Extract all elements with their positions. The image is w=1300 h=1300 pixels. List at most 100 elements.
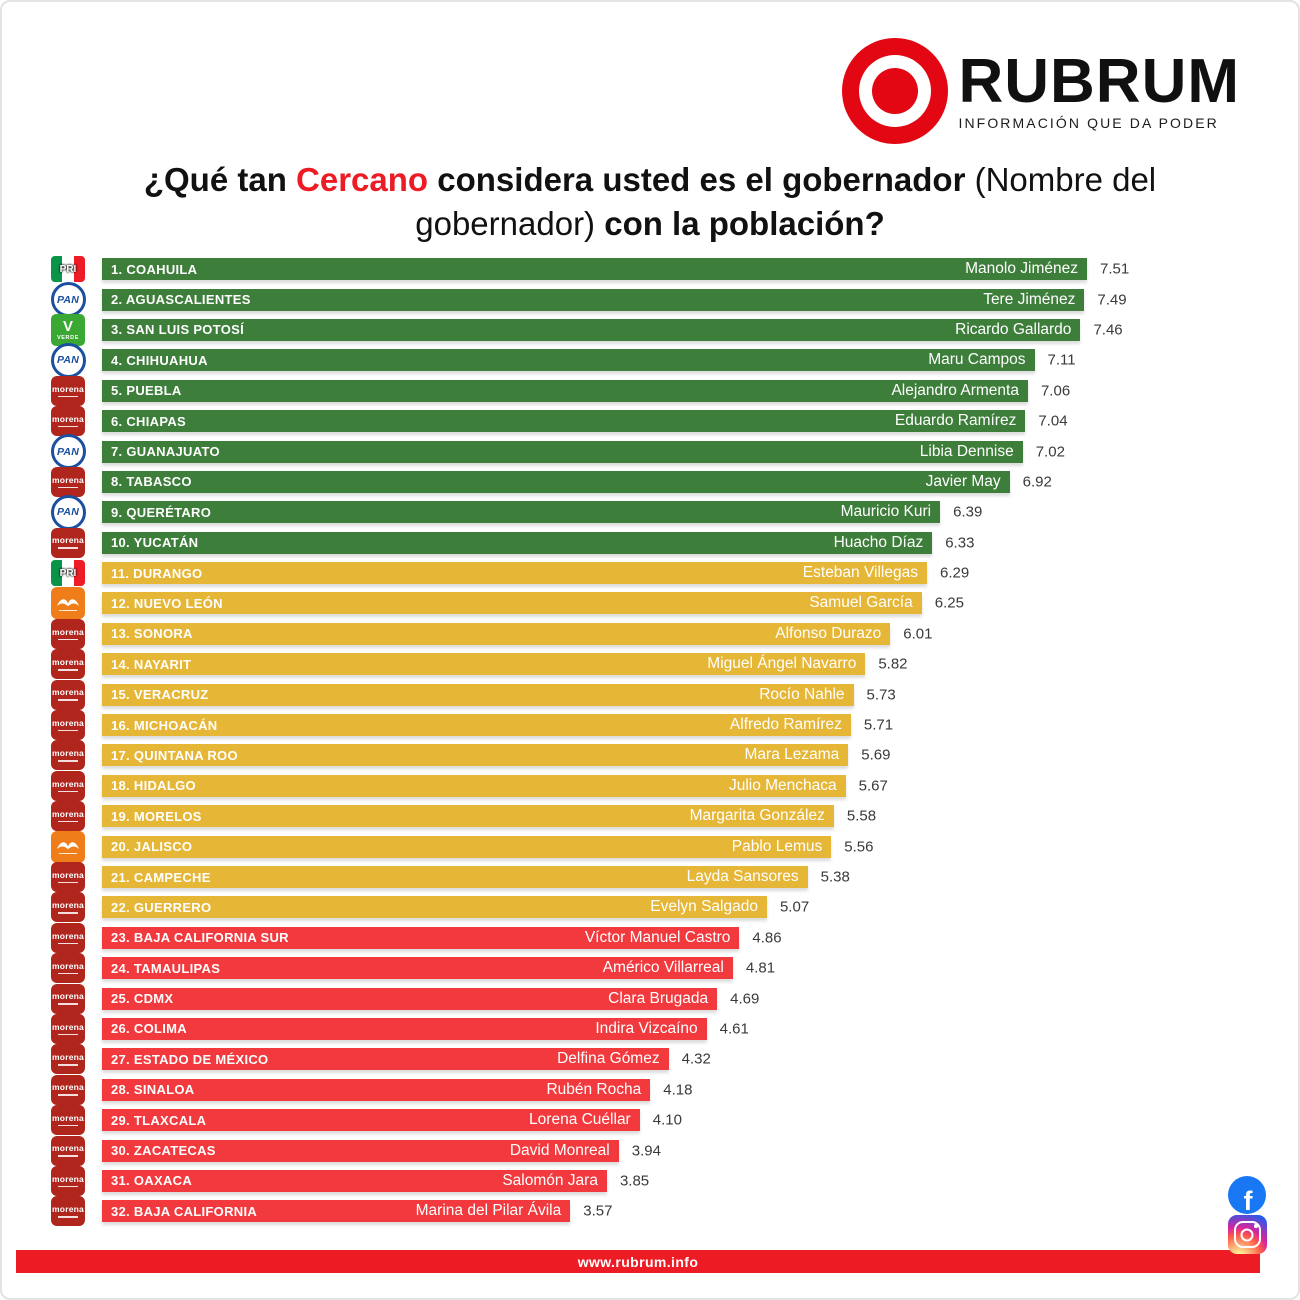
governor-name: Lorena Cuéllar (529, 1111, 631, 1129)
governor-name: Delfina Gómez (557, 1050, 660, 1068)
score-value: 5.07 (779, 898, 810, 916)
state-label: 5. PUEBLA (111, 383, 182, 399)
score-value: 5.73 (866, 686, 896, 704)
score-bar: 30. ZACATECAS David Monreal (102, 1139, 619, 1162)
governor-name: Miguel Ángel Navarro (707, 655, 857, 673)
governor-name: Salomón Jara (502, 1171, 598, 1189)
score-bar: 19. MORELOS Margarita González (102, 805, 834, 828)
ranking-row: morena 29. TLAXCALA Lorena Cuéllar 4.10 (2, 1102, 1298, 1138)
score-value: 4.18 (663, 1081, 693, 1099)
ranking-row: morena 18. HIDALGO Julio Menchaca 5.67 (2, 768, 1298, 804)
state-label: 16. MICHOACÁN (111, 717, 218, 733)
score-value: 6.29 (939, 564, 970, 582)
score-bar: 23. BAJA CALIFORNIA SUR Víctor Manuel Ca… (102, 926, 740, 949)
governor-name: Clara Brugada (608, 989, 709, 1007)
footer-url[interactable]: www.rubrum.info (577, 1253, 699, 1270)
ranking-row: PRI 11. DURANGO Esteban Villegas 6.29 (2, 558, 1298, 588)
score-value: 6.92 (1022, 473, 1052, 491)
state-label: 14. NAYARIT (111, 656, 192, 672)
score-value: 4.32 (681, 1050, 711, 1068)
score-value: 5.71 (863, 716, 894, 734)
score-value: 7.06 (1040, 382, 1071, 400)
score-bar: 8. TABASCO Javier May (102, 470, 1010, 493)
score-value: 5.58 (846, 807, 877, 825)
state-label: 24. TAMAULIPAS (111, 960, 221, 976)
morena-party-logo: morena (49, 1102, 87, 1138)
ranking-row: morena 22. GUERRERO Evelyn Salgado 5.07 (2, 892, 1298, 923)
score-bar: 26. COLIMA Indira Vizcaíno (102, 1017, 707, 1040)
governor-name: Samuel García (809, 594, 913, 612)
morena-party-logo: morena (49, 616, 87, 652)
morena-party-logo: morena (49, 1193, 87, 1229)
governor-name: Esteban Villegas (802, 564, 918, 582)
title-highlight: Cercano (296, 161, 429, 198)
morena-party-logo: morena (49, 768, 87, 804)
ranking-row: morena 13. SONORA Alfonso Durazo 6.01 (2, 616, 1298, 652)
governor-name: Eduardo Ramírez (894, 412, 1017, 430)
score-bar: 4. CHIHUAHUA Maru Campos (102, 349, 1035, 372)
state-label: 2. AGUASCALIENTES (111, 292, 251, 308)
morena-party-logo: morena (49, 859, 87, 895)
state-label: 23. BAJA CALIFORNIA SUR (111, 930, 289, 946)
state-label: 32. BAJA CALIFORNIA (111, 1203, 258, 1219)
score-bar: 31. OAXACA Salomón Jara (102, 1169, 607, 1192)
governor-name: Margarita González (689, 807, 825, 825)
ranking-row: PAN 2. AGUASCALIENTES Tere Jiménez 7.49 (2, 282, 1298, 318)
morena-party-logo: morena (49, 646, 87, 682)
rubrum-logo: RUBRUM INFORMACIÓN QUE DA PODER (842, 38, 1240, 144)
governor-name: Javier May (925, 472, 1001, 490)
pan-party-logo: PAN (49, 342, 87, 378)
score-bar: 29. TLAXCALA Lorena Cuéllar (102, 1109, 640, 1132)
morena-party-logo: morena (49, 525, 87, 561)
score-value: 6.39 (953, 503, 983, 521)
pan-party-logo: PAN (49, 434, 87, 470)
brand-tagline: INFORMACIÓN QUE DA PODER (958, 115, 1219, 131)
mc-party-logo (49, 829, 87, 865)
governor-name: Mara Lezama (744, 746, 840, 764)
score-value: 3.57 (583, 1202, 613, 1220)
facebook-icon[interactable]: f (1228, 1176, 1266, 1214)
score-value: 6.25 (934, 594, 964, 612)
score-bar: 5. PUEBLA Alejandro Armenta (102, 379, 1028, 402)
score-bar: 21. CAMPECHE Layda Sansores (102, 866, 808, 888)
governor-name: Víctor Manuel Castro (584, 928, 731, 946)
governor-name: Tere Jiménez (983, 290, 1076, 308)
ranking-row: PAN 9. QUERÉTARO Mauricio Kuri 6.39 (2, 494, 1298, 530)
state-label: 27. ESTADO DE MÉXICO (111, 1051, 269, 1067)
state-label: 1. COAHUILA (111, 261, 198, 277)
ranking-row: morena 17. QUINTANA ROO Mara Lezama 5.69 (2, 740, 1298, 771)
state-label: 25. CDMX (111, 991, 174, 1007)
ranking-row: morena 31. OAXACA Salomón Jara 3.85 (2, 1163, 1298, 1199)
governor-name: Rubén Rocha (546, 1080, 642, 1098)
score-value: 7.46 (1093, 321, 1123, 339)
score-bar: 6. CHIAPAS Eduardo Ramírez (102, 410, 1026, 433)
governor-name: David Monreal (509, 1141, 610, 1159)
score-bar: 1. COAHUILA Manolo Jiménez (102, 258, 1087, 281)
score-value: 5.67 (858, 777, 888, 795)
state-label: 7. GUANAJUATO (111, 444, 220, 460)
ranking-row: PAN 4. CHIHUAHUA Maru Campos 7.11 (2, 342, 1298, 378)
morena-party-logo: morena (49, 403, 87, 439)
state-label: 9. QUERÉTARO (111, 504, 212, 520)
state-label: 6. CHIAPAS (111, 413, 186, 429)
governor-name: Mauricio Kuri (840, 503, 932, 521)
morena-party-logo: morena (49, 1011, 87, 1047)
morena-party-logo: morena (49, 920, 87, 956)
governor-name: Maru Campos (928, 351, 1026, 369)
score-bar: 18. HIDALGO Julio Menchaca (102, 774, 846, 797)
governor-name: Layda Sansores (686, 868, 799, 885)
instagram-icon[interactable] (1227, 1215, 1267, 1254)
governor-name: Ricardo Gallardo (955, 320, 1072, 338)
governor-name: Indira Vizcaíno (595, 1019, 698, 1037)
state-label: 15. VERACRUZ (111, 687, 209, 703)
governor-name: Américo Villarreal (602, 959, 724, 977)
morena-party-logo: morena (49, 1163, 87, 1199)
governor-name: Manolo Jiménez (965, 260, 1078, 278)
morena-party-logo: morena (49, 1133, 87, 1169)
social-links: f (1226, 1176, 1268, 1254)
ranking-row: morena 10. YUCATÁN Huacho Díaz 6.33 (2, 525, 1298, 561)
score-bar: 2. AGUASCALIENTES Tere Jiménez (102, 288, 1085, 311)
morena-party-logo: morena (49, 1072, 87, 1108)
state-label: 20. JALISCO (111, 839, 193, 855)
score-value: 5.56 (844, 838, 874, 856)
